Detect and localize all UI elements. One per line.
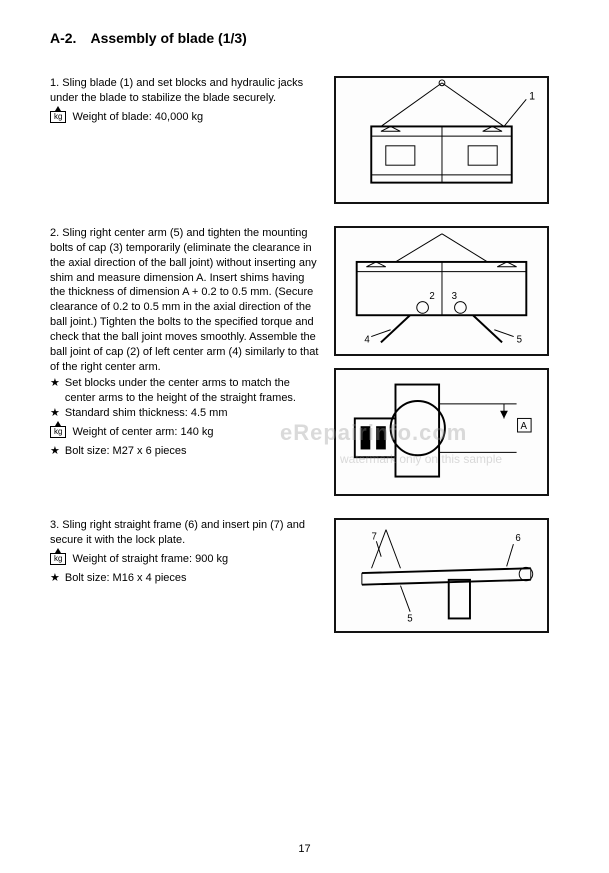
callout-4: 4 xyxy=(364,334,370,345)
step-2-star-0: Set blocks under the center arms to matc… xyxy=(65,376,320,406)
step-2-star-1: Standard shim thickness: 4.5 mm xyxy=(65,406,228,421)
callout-5b: 5 xyxy=(407,613,412,624)
callout-A: A xyxy=(520,421,527,432)
figure-straight-frame: 7 5 6 xyxy=(334,518,549,633)
step-2-body: Sling right center arm (5) and tighten t… xyxy=(50,227,318,373)
step-3-body: Sling right straight frame (6) and inser… xyxy=(50,519,305,546)
step-2-num: 2. xyxy=(50,227,59,239)
step-3-weight: Weight of straight frame: 900 kg xyxy=(72,552,228,567)
section-title: Assembly of blade (1/3) xyxy=(90,30,246,46)
step-1-body: Sling blade (1) and set blocks and hydra… xyxy=(50,77,303,104)
step-1-weight: Weight of blade: 40,000 kg xyxy=(72,110,203,125)
step-1: 1. Sling blade (1) and set blocks and hy… xyxy=(50,76,569,204)
callout-7: 7 xyxy=(372,531,377,542)
weight-icon: kg xyxy=(50,426,66,438)
step-3-text: 3. Sling right straight frame (6) and in… xyxy=(50,518,320,585)
callout-5: 5 xyxy=(517,334,522,345)
callout-2: 2 xyxy=(429,291,434,302)
step-2-text: 2. Sling right center arm (5) and tighte… xyxy=(50,226,320,459)
step-1-figures: 1 xyxy=(334,76,569,204)
star-icon: ★ xyxy=(50,571,60,586)
figure-ball-joint: A xyxy=(334,368,549,496)
step-1-num: 1. xyxy=(50,77,59,89)
step-3-num: 3. xyxy=(50,519,59,531)
section-number: A-2. xyxy=(50,30,76,46)
step-3-bolt: Bolt size: M16 x 4 pieces xyxy=(65,571,187,586)
callout-6: 6 xyxy=(515,533,520,544)
step-2-bolt: Bolt size: M27 x 6 pieces xyxy=(65,444,187,459)
callout-3: 3 xyxy=(452,291,457,302)
weight-icon: kg xyxy=(50,553,66,565)
step-1-text: 1. Sling blade (1) and set blocks and hy… xyxy=(50,76,320,129)
step-3-figures: 7 5 6 xyxy=(334,518,569,633)
star-icon: ★ xyxy=(50,406,60,421)
star-icon: ★ xyxy=(50,376,60,406)
step-3: 3. Sling right straight frame (6) and in… xyxy=(50,518,569,633)
section-header: A-2. Assembly of blade (1/3) xyxy=(50,30,569,46)
callout-1: 1 xyxy=(529,90,535,102)
figure-blade-arms: 2 3 4 5 xyxy=(334,226,549,356)
weight-icon: kg xyxy=(50,111,66,123)
star-icon: ★ xyxy=(50,444,60,459)
step-2-figures: 2 3 4 5 A xyxy=(334,226,569,496)
figure-blade-front: 1 xyxy=(334,76,549,204)
page-number: 17 xyxy=(298,843,310,855)
step-2-weight: Weight of center arm: 140 kg xyxy=(72,425,213,440)
step-2: 2. Sling right center arm (5) and tighte… xyxy=(50,226,569,496)
